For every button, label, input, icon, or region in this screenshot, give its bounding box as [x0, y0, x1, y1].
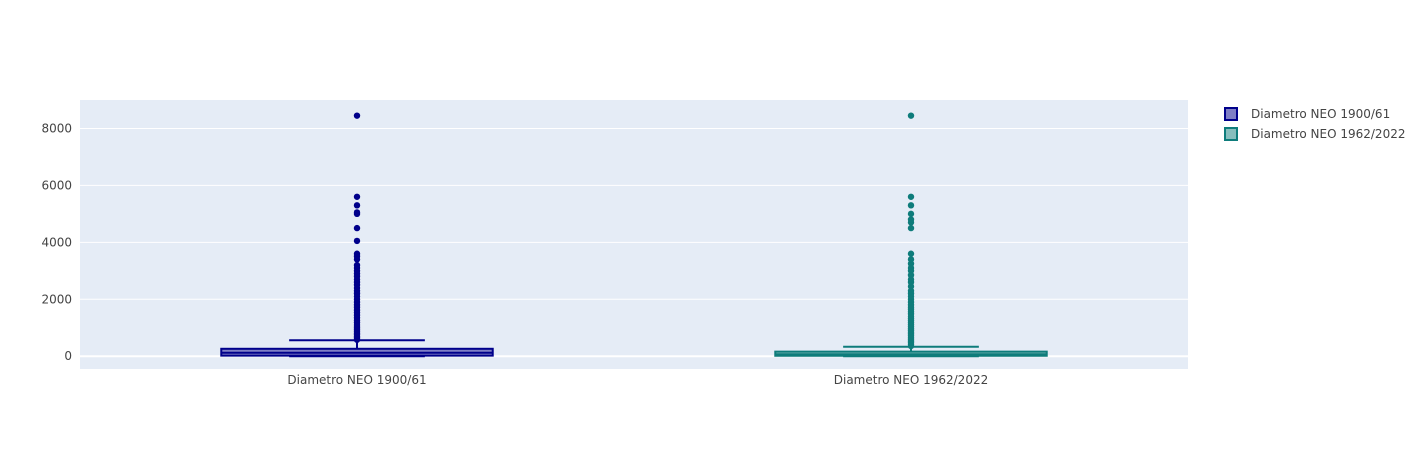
outlier-point [353, 209, 361, 216]
legend[interactable]: Diametro NEO 1900/61 Diametro NEO 1962/20… [1224, 107, 1405, 141]
legend-swatch [1224, 127, 1238, 141]
box-trace [220, 112, 494, 358]
box-traces [220, 112, 1048, 358]
legend-label: Diametro NEO 1900/61 [1251, 107, 1390, 121]
outlier-point [353, 224, 361, 232]
outlier-point [907, 250, 915, 257]
outlier-point [353, 202, 361, 209]
y-tick-label: 0 [64, 349, 72, 363]
outlier-point [907, 256, 915, 263]
outlier-point [907, 224, 915, 232]
y-axis-ticks: 0 2000 4000 6000 8000 [41, 121, 72, 363]
x-axis-ticks: Diametro NEO 1900/61 Diametro NEO 1962/20… [287, 373, 988, 387]
plot-background [80, 100, 1188, 369]
legend-item[interactable]: Diametro NEO 1900/61 [1224, 107, 1390, 121]
outlier-point [907, 112, 915, 119]
outlier-point [353, 193, 361, 200]
outlier-point [353, 261, 361, 269]
legend-item[interactable]: Diametro NEO 1962/2022 [1224, 127, 1405, 141]
y-tick-label: 2000 [41, 292, 72, 306]
x-tick-label: Diametro NEO 1900/61 [287, 373, 426, 387]
outlier-point [353, 112, 361, 119]
outlier-point [907, 193, 915, 200]
x-tick-label: Diametro NEO 1962/2022 [834, 373, 988, 387]
legend-label: Diametro NEO 1962/2022 [1251, 127, 1405, 141]
y-tick-label: 6000 [41, 178, 72, 192]
y-tick-label: 8000 [41, 121, 72, 135]
y-tick-label: 4000 [41, 235, 72, 249]
outlier-point [353, 237, 361, 245]
box-trace [774, 112, 1048, 358]
outlier-point [353, 250, 361, 257]
outlier-point [907, 216, 915, 223]
outlier-point [907, 202, 915, 209]
legend-swatch [1224, 107, 1238, 121]
outlier-point [907, 210, 915, 218]
